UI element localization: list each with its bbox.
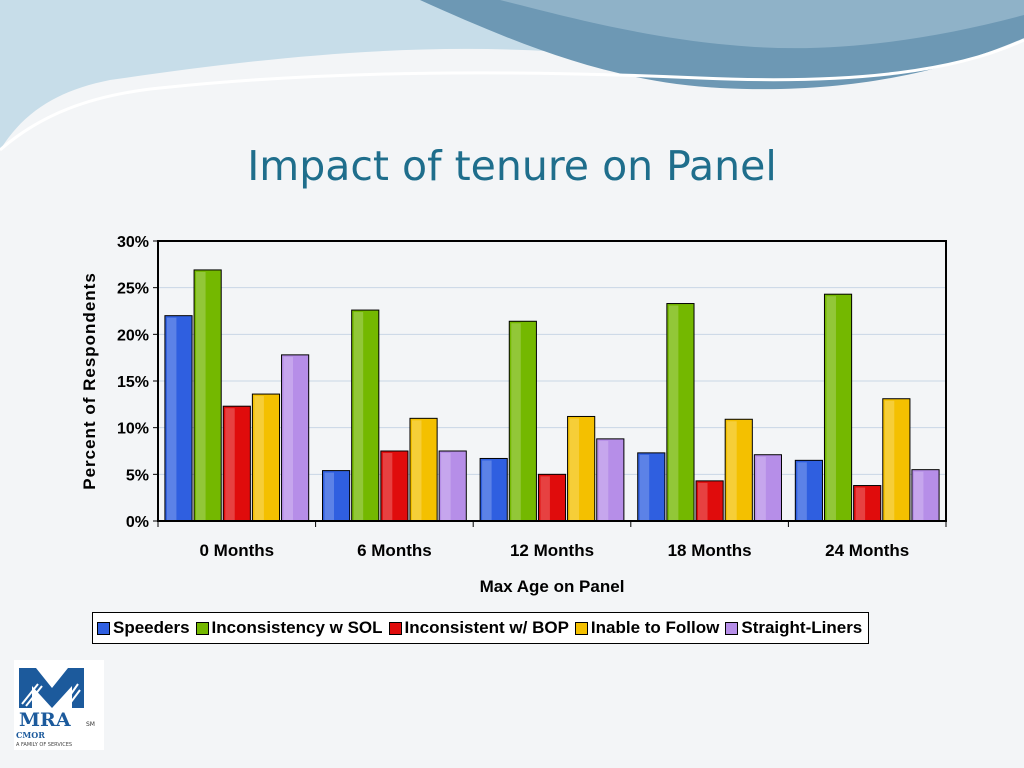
bar xyxy=(794,459,823,522)
svg-text:MRA: MRA xyxy=(19,709,71,731)
x-tick-label: 18 Months xyxy=(668,541,752,560)
chart-legend: Speeders Inconsistency w SOL Inconsistent … xyxy=(92,612,870,644)
x-tick-label: 12 Months xyxy=(510,541,594,560)
legend-label: Inable to Follow xyxy=(590,618,720,637)
x-axis-label: Max Age on Panel xyxy=(480,577,625,596)
bar xyxy=(695,480,724,522)
y-tick-label: 5% xyxy=(126,467,149,484)
y-tick-label: 20% xyxy=(117,327,149,344)
slide-title: Impact of tenure on Panel xyxy=(247,142,777,190)
bar xyxy=(823,293,853,522)
svg-text:CMOR: CMOR xyxy=(16,730,45,740)
bar xyxy=(409,417,438,522)
legend-item: Inconsistency w SOL xyxy=(195,618,383,638)
y-tick-label: 0% xyxy=(126,514,149,531)
bar xyxy=(853,485,882,522)
y-tick-label: 15% xyxy=(117,374,149,391)
legend-item: Inconsistent w/ BOP xyxy=(388,618,569,638)
x-tick-label: 24 Months xyxy=(825,541,909,560)
bar xyxy=(567,415,596,522)
y-tick-label: 30% xyxy=(117,234,149,251)
bar xyxy=(251,393,281,522)
svg-text:A FAMILY OF SERVICES: A FAMILY OF SERVICES xyxy=(16,742,72,748)
bars xyxy=(164,269,940,522)
bar xyxy=(537,473,567,522)
legend-swatch xyxy=(388,621,402,635)
legend-swatch xyxy=(574,621,588,635)
legend-item: Inable to Follow xyxy=(574,618,720,638)
bar xyxy=(596,438,625,522)
legend-swatch xyxy=(195,621,209,635)
x-tick-label: 6 Months xyxy=(357,541,432,560)
bar xyxy=(911,469,940,522)
bar xyxy=(281,354,310,522)
y-tick-label: 10% xyxy=(117,421,149,438)
bar xyxy=(724,418,753,522)
legend-label: Speeders xyxy=(113,618,190,637)
bar xyxy=(164,315,193,522)
mra-logo: MRA SM CMOR A FAMILY OF SERVICES xyxy=(14,660,104,750)
bar xyxy=(222,405,251,522)
bar xyxy=(380,450,409,522)
x-tick-label: 0 Months xyxy=(199,541,274,560)
y-axis-label: Percent of Respondents xyxy=(80,272,99,490)
bar xyxy=(637,452,666,522)
bar xyxy=(193,269,222,522)
svg-text:SM: SM xyxy=(86,721,95,728)
bar xyxy=(322,470,351,522)
x-axis-ticks: 0 Months 6 Months 12 Months 18 Months 24 Mon… xyxy=(157,521,947,560)
legend-label: Inconsistent w/ BOP xyxy=(404,618,569,637)
legend-item: Speeders xyxy=(97,618,190,638)
legend-item: Straight-Liners xyxy=(725,618,862,638)
bar xyxy=(508,320,537,522)
bar xyxy=(666,303,695,522)
y-axis-ticks: 0% 5% 10% 15% 20% 25% 30% xyxy=(117,234,158,531)
legend-swatch xyxy=(725,621,739,635)
bar xyxy=(438,450,467,522)
bar xyxy=(479,457,508,522)
y-tick-label: 25% xyxy=(117,281,149,298)
legend-label: Straight-Liners xyxy=(741,618,863,637)
legend-swatch xyxy=(97,621,110,635)
bar xyxy=(882,398,911,522)
legend-label: Inconsistency w SOL xyxy=(211,618,383,637)
bar xyxy=(351,309,380,522)
bar xyxy=(753,454,782,522)
